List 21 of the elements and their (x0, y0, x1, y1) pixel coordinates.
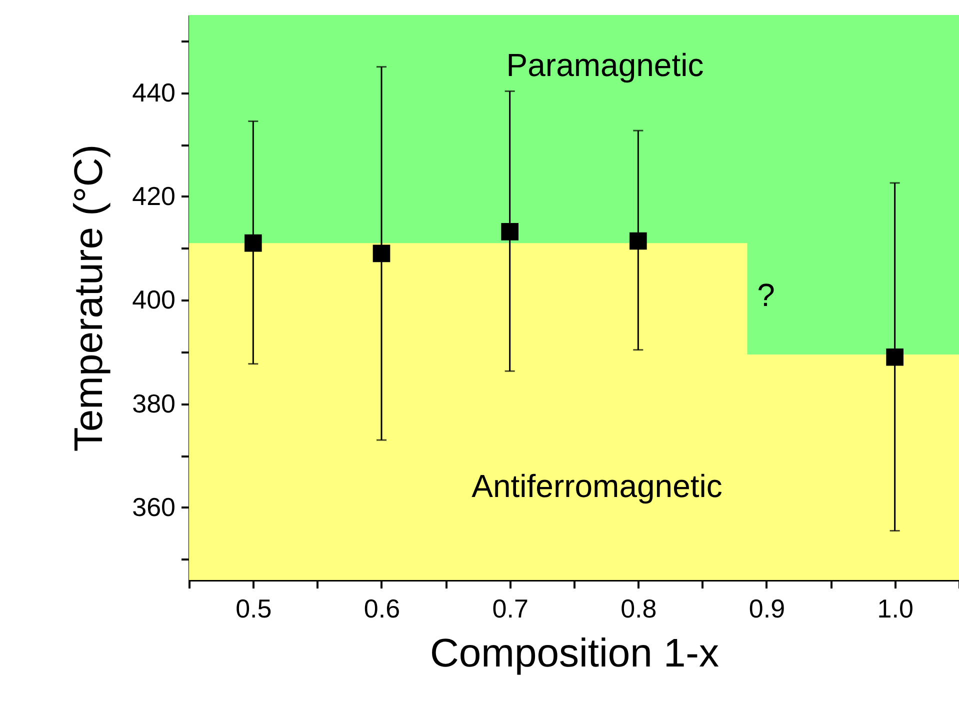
y-tick-label: 440 (132, 77, 176, 108)
point (886, 348, 904, 366)
x-tick-label: 0.5 (236, 594, 272, 624)
y-tick-label: 420 (132, 180, 176, 211)
x-tick-label: 0.7 (492, 594, 528, 624)
x-axis-title: Composition 1-x (430, 632, 720, 676)
annotation: Antiferromagnetic (472, 468, 722, 504)
x-tick-label: 1.0 (877, 594, 914, 624)
annotation: ? (757, 277, 775, 313)
annotation: Paramagnetic (506, 47, 704, 83)
x-tick-label: 0.8 (620, 594, 657, 624)
x-tick-label: 0.9 (748, 594, 786, 624)
point (630, 232, 647, 250)
y-tick-label: 380 (132, 388, 176, 418)
x-tick-label: 0.6 (364, 594, 400, 624)
point (501, 223, 518, 240)
y-tick-label: 360 (132, 492, 176, 522)
point (372, 244, 390, 262)
y-tick-label: 400 (132, 284, 176, 315)
point (244, 234, 262, 252)
y-axis-title: Temperature (°C) (67, 144, 112, 452)
